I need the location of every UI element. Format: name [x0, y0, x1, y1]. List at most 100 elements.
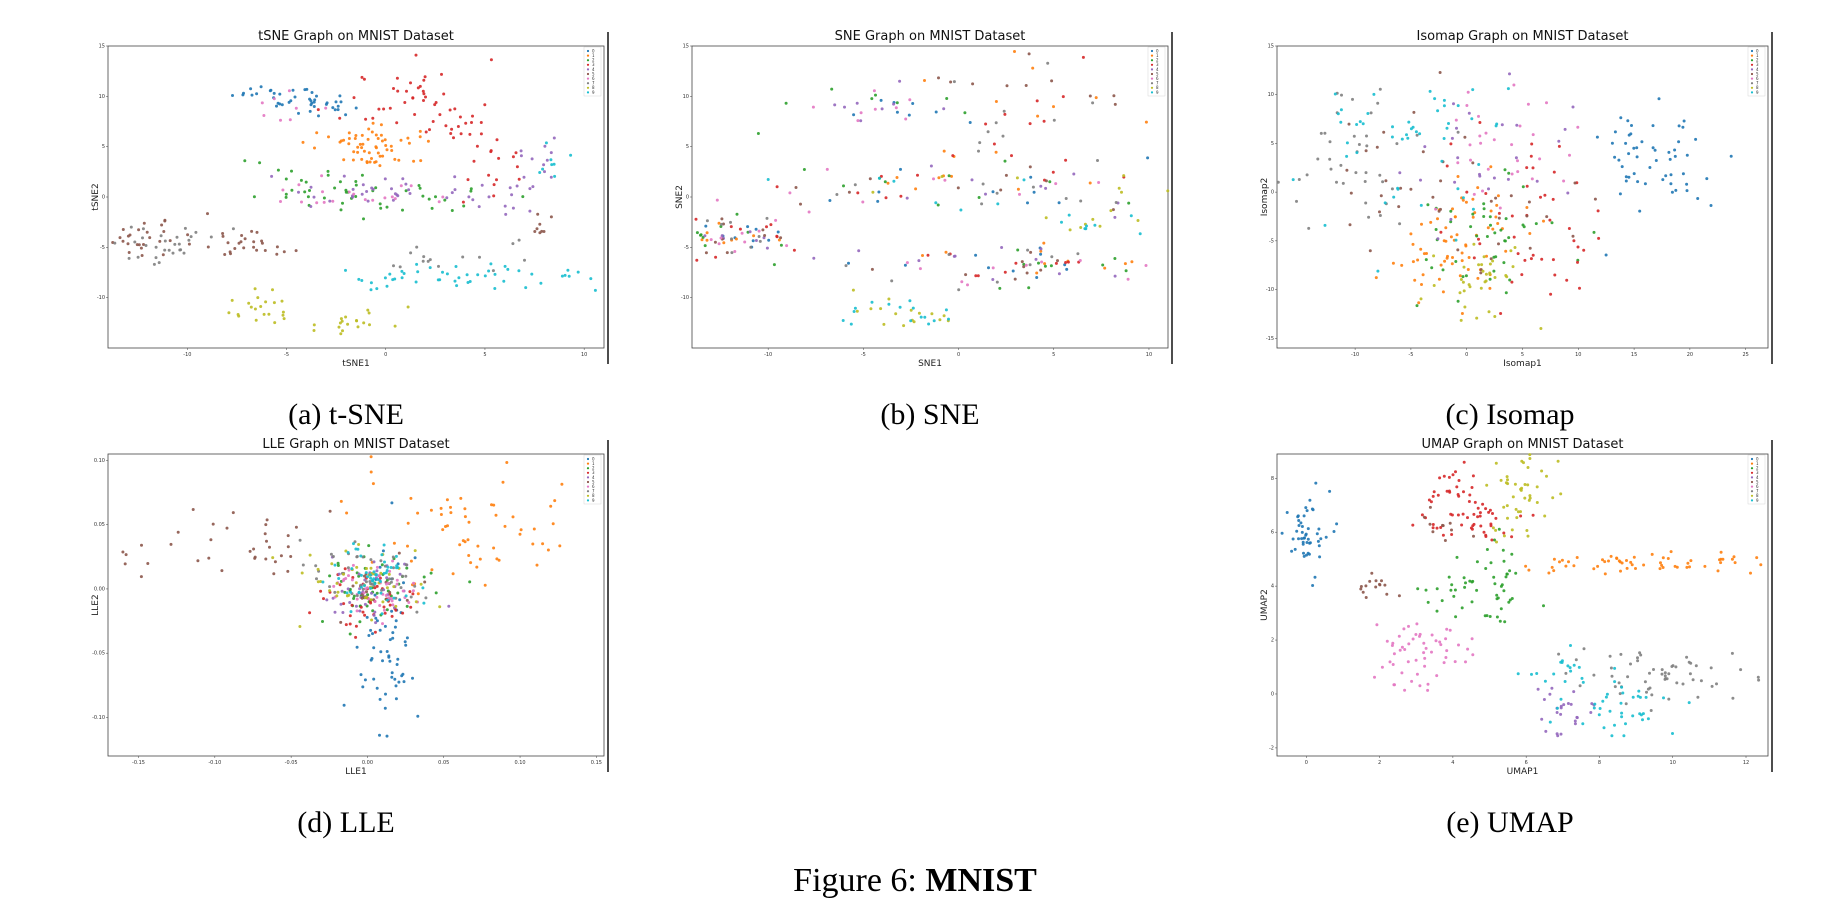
point-digit-1: [923, 79, 926, 82]
point-digit-1: [342, 138, 346, 142]
point-digit-3: [992, 142, 996, 146]
point-digit-2: [354, 183, 358, 187]
point-digit-7: [421, 259, 425, 263]
point-digit-2: [418, 186, 422, 190]
point-digit-5: [1113, 102, 1117, 106]
point-digit-0: [1696, 197, 1700, 200]
point-digit-2: [1503, 620, 1507, 624]
point-digit-3: [1465, 190, 1469, 194]
point-digit-2: [1449, 220, 1453, 224]
point-digit-1: [1464, 200, 1468, 204]
point-digit-1: [1450, 262, 1454, 266]
x-tick-label: 10: [581, 352, 587, 358]
point-digit-6: [352, 192, 356, 196]
point-digit-2: [1416, 587, 1420, 591]
point-digit-5: [1428, 505, 1432, 509]
point-digit-5: [237, 241, 241, 245]
point-digit-7: [369, 582, 373, 586]
point-digit-9: [1447, 122, 1450, 125]
point-digit-8: [1519, 510, 1522, 514]
point-digit-9: [1641, 718, 1644, 722]
point-digit-1: [449, 511, 453, 515]
point-digit-8: [1122, 174, 1126, 178]
point-digit-9: [1631, 714, 1635, 718]
point-digit-5: [1439, 179, 1443, 183]
point-digit-6: [1398, 648, 1402, 652]
point-digit-1: [994, 100, 998, 103]
point-digit-5: [148, 236, 152, 240]
point-digit-8: [1462, 265, 1466, 269]
point-digit-0: [1319, 537, 1323, 541]
point-digit-0: [1709, 204, 1713, 207]
point-digit-6: [1414, 658, 1418, 662]
point-digit-1: [399, 138, 403, 142]
point-digit-3: [1420, 513, 1424, 517]
point-digit-6: [960, 280, 964, 284]
point-digit-0: [1657, 97, 1661, 101]
point-digit-0: [895, 110, 899, 114]
point-digit-9: [466, 281, 470, 284]
point-digit-7: [1096, 159, 1099, 162]
point-digit-1: [475, 565, 479, 569]
y-tick-label: 15: [683, 44, 689, 50]
point-digit-8: [281, 313, 285, 317]
point-digit-0: [1635, 155, 1639, 159]
point-digit-8: [909, 308, 913, 312]
point-digit-5: [1348, 223, 1352, 227]
point-digit-3: [359, 605, 363, 609]
point-digit-3: [1411, 523, 1415, 527]
point-digit-7: [1415, 133, 1419, 137]
point-digit-1: [1461, 198, 1465, 202]
point-digit-2: [1447, 575, 1451, 579]
point-digit-9: [1613, 680, 1617, 684]
point-digit-9: [350, 567, 354, 571]
point-digit-9: [356, 547, 360, 551]
point-digit-0: [373, 593, 377, 597]
point-digit-8: [1472, 242, 1476, 246]
point-digit-9: [392, 596, 396, 600]
point-digit-0: [391, 636, 395, 640]
point-digit-9: [870, 300, 874, 304]
point-digit-0: [1291, 537, 1295, 541]
point-digit-9: [428, 266, 432, 270]
point-digit-9: [1572, 663, 1576, 667]
legend-label: 0: [1756, 456, 1759, 461]
point-digit-2: [998, 286, 1002, 290]
point-digit-9: [1569, 669, 1573, 673]
point-digit-8: [855, 309, 859, 313]
point-digit-0: [397, 680, 401, 684]
point-digit-7: [523, 258, 526, 262]
point-digit-1: [1456, 175, 1460, 178]
point-digit-1: [944, 250, 948, 254]
point-digit-5: [1383, 583, 1387, 587]
point-digit-8: [894, 312, 898, 316]
point-digit-4: [892, 102, 896, 106]
point-digit-3: [1531, 253, 1535, 257]
point-digit-4: [361, 183, 365, 187]
x-tick-label: -5: [1408, 352, 1413, 358]
point-digit-7: [1730, 651, 1734, 655]
point-digit-4: [519, 149, 523, 153]
point-digit-8: [365, 595, 369, 599]
point-digit-1: [1552, 569, 1556, 573]
point-digit-7: [1636, 656, 1639, 660]
point-digit-1: [1031, 66, 1035, 70]
point-digit-2: [462, 204, 466, 208]
point-digit-6: [407, 601, 411, 604]
point-digit-7: [379, 559, 383, 563]
point-digit-0: [309, 103, 313, 107]
point-digit-0: [974, 253, 978, 257]
point-digit-8: [938, 318, 942, 322]
point-digit-5: [242, 246, 246, 250]
point-digit-6: [811, 105, 815, 109]
point-digit-6: [894, 106, 898, 110]
point-digit-6: [1477, 114, 1480, 118]
point-digit-3: [1529, 154, 1533, 158]
point-digit-3: [765, 225, 768, 229]
point-digit-8: [1044, 216, 1048, 220]
point-digit-9: [414, 280, 418, 284]
point-digit-7: [1363, 180, 1367, 183]
point-digit-3: [1567, 227, 1571, 230]
point-digit-9: [1598, 707, 1602, 710]
